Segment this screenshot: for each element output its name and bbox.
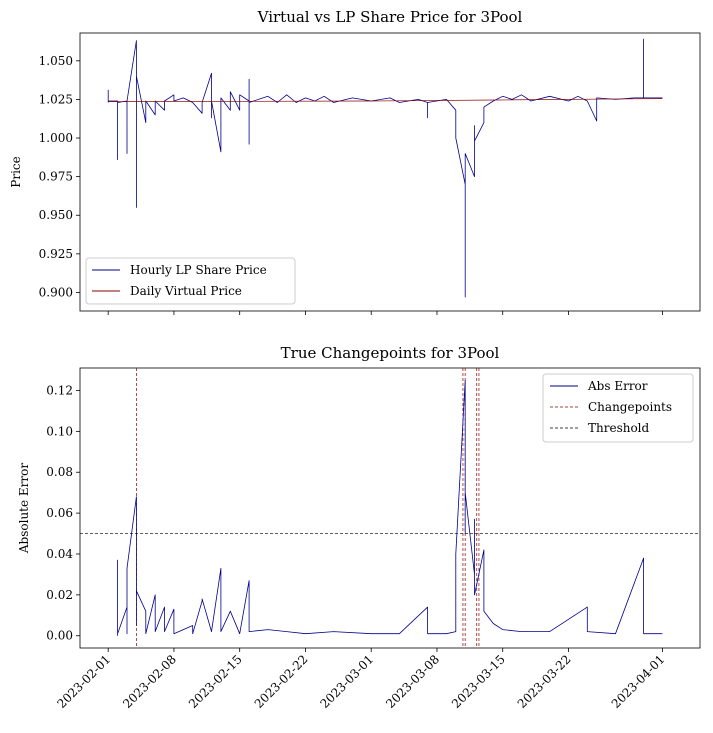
- error-x-tick-label: 2023-03-01: [318, 652, 377, 711]
- error-x-tick-label: 2023-03-15: [449, 652, 508, 711]
- price-y-tick-label: 0.975: [39, 170, 73, 184]
- price-legend: Hourly LP Share Price Daily Virtual Pric…: [85, 257, 296, 305]
- price-series-lines: [107, 38, 663, 298]
- legend-label-changepoints: Changepoints: [588, 400, 672, 414]
- error-x-tick-label: 2023-02-08: [120, 652, 179, 711]
- error-y-axis-label: Absolute Error: [17, 463, 31, 554]
- price-panel: Virtual vs LP Share Price for 3Pool Pric…: [9, 8, 701, 315]
- price-chart-title: Virtual vs LP Share Price for 3Pool: [257, 8, 523, 26]
- price-y-axis-label: Price: [9, 156, 23, 187]
- error-x-tick-label: 2023-02-01: [54, 652, 113, 711]
- error-x-tick-label: 2023-03-22: [515, 652, 574, 711]
- legend-label-lp-share: Hourly LP Share Price: [130, 263, 267, 277]
- legend-label-virtual: Daily Virtual Price: [130, 284, 242, 298]
- error-y-tick-label: 0.08: [46, 465, 73, 479]
- error-y-ticks: 0.00 0.02 0.04 0.06 0.08 0.10 0.12: [46, 383, 80, 643]
- error-y-tick-label: 0.10: [46, 424, 73, 438]
- error-x-tick-label: 2023-04-01: [609, 652, 668, 711]
- price-y-tick-label: 1.050: [39, 54, 73, 68]
- error-y-tick-label: 0.04: [46, 547, 73, 561]
- legend-label-abs-error: Abs Error: [587, 379, 648, 393]
- price-y-tick-label: 0.900: [39, 285, 73, 299]
- error-y-tick-label: 0.00: [46, 629, 73, 643]
- error-x-tick-label: 2023-02-22: [252, 652, 311, 711]
- price-y-tick-label: 0.925: [39, 247, 73, 261]
- price-y-ticks: 0.900 0.925 0.950 0.975 1.000 1.025 1.050: [39, 54, 80, 299]
- price-legend-box: [85, 257, 296, 305]
- error-chart-title: True Changepoints for 3Pool: [281, 344, 500, 362]
- error-x-tick-label: 2023-03-08: [383, 652, 442, 711]
- price-y-tick-label: 1.000: [39, 131, 73, 145]
- error-y-tick-label: 0.06: [46, 506, 73, 520]
- price-y-tick-label: 0.950: [39, 208, 73, 222]
- error-x-tick-label: 2023-02-15: [186, 652, 245, 711]
- legend-label-threshold: Threshold: [588, 421, 650, 435]
- price-y-tick-label: 1.025: [39, 92, 73, 106]
- error-panel: True Changepoints for 3Pool Absolute Err…: [17, 344, 701, 711]
- error-series-lines: [80, 368, 700, 648]
- error-x-ticks: 2023-02-01 2023-02-08 2023-02-15 2023-02-22…: [54, 648, 668, 711]
- error-legend-box: [542, 373, 694, 443]
- price-x-ticks: [107, 311, 663, 315]
- error-y-tick-label: 0.02: [46, 588, 73, 602]
- error-y-tick-label: 0.12: [46, 383, 73, 397]
- error-series-abs-error: [117, 379, 663, 636]
- price-series-daily-virtual-price: [108, 98, 663, 103]
- error-legend: Abs Error Changepoints Threshold: [542, 373, 694, 443]
